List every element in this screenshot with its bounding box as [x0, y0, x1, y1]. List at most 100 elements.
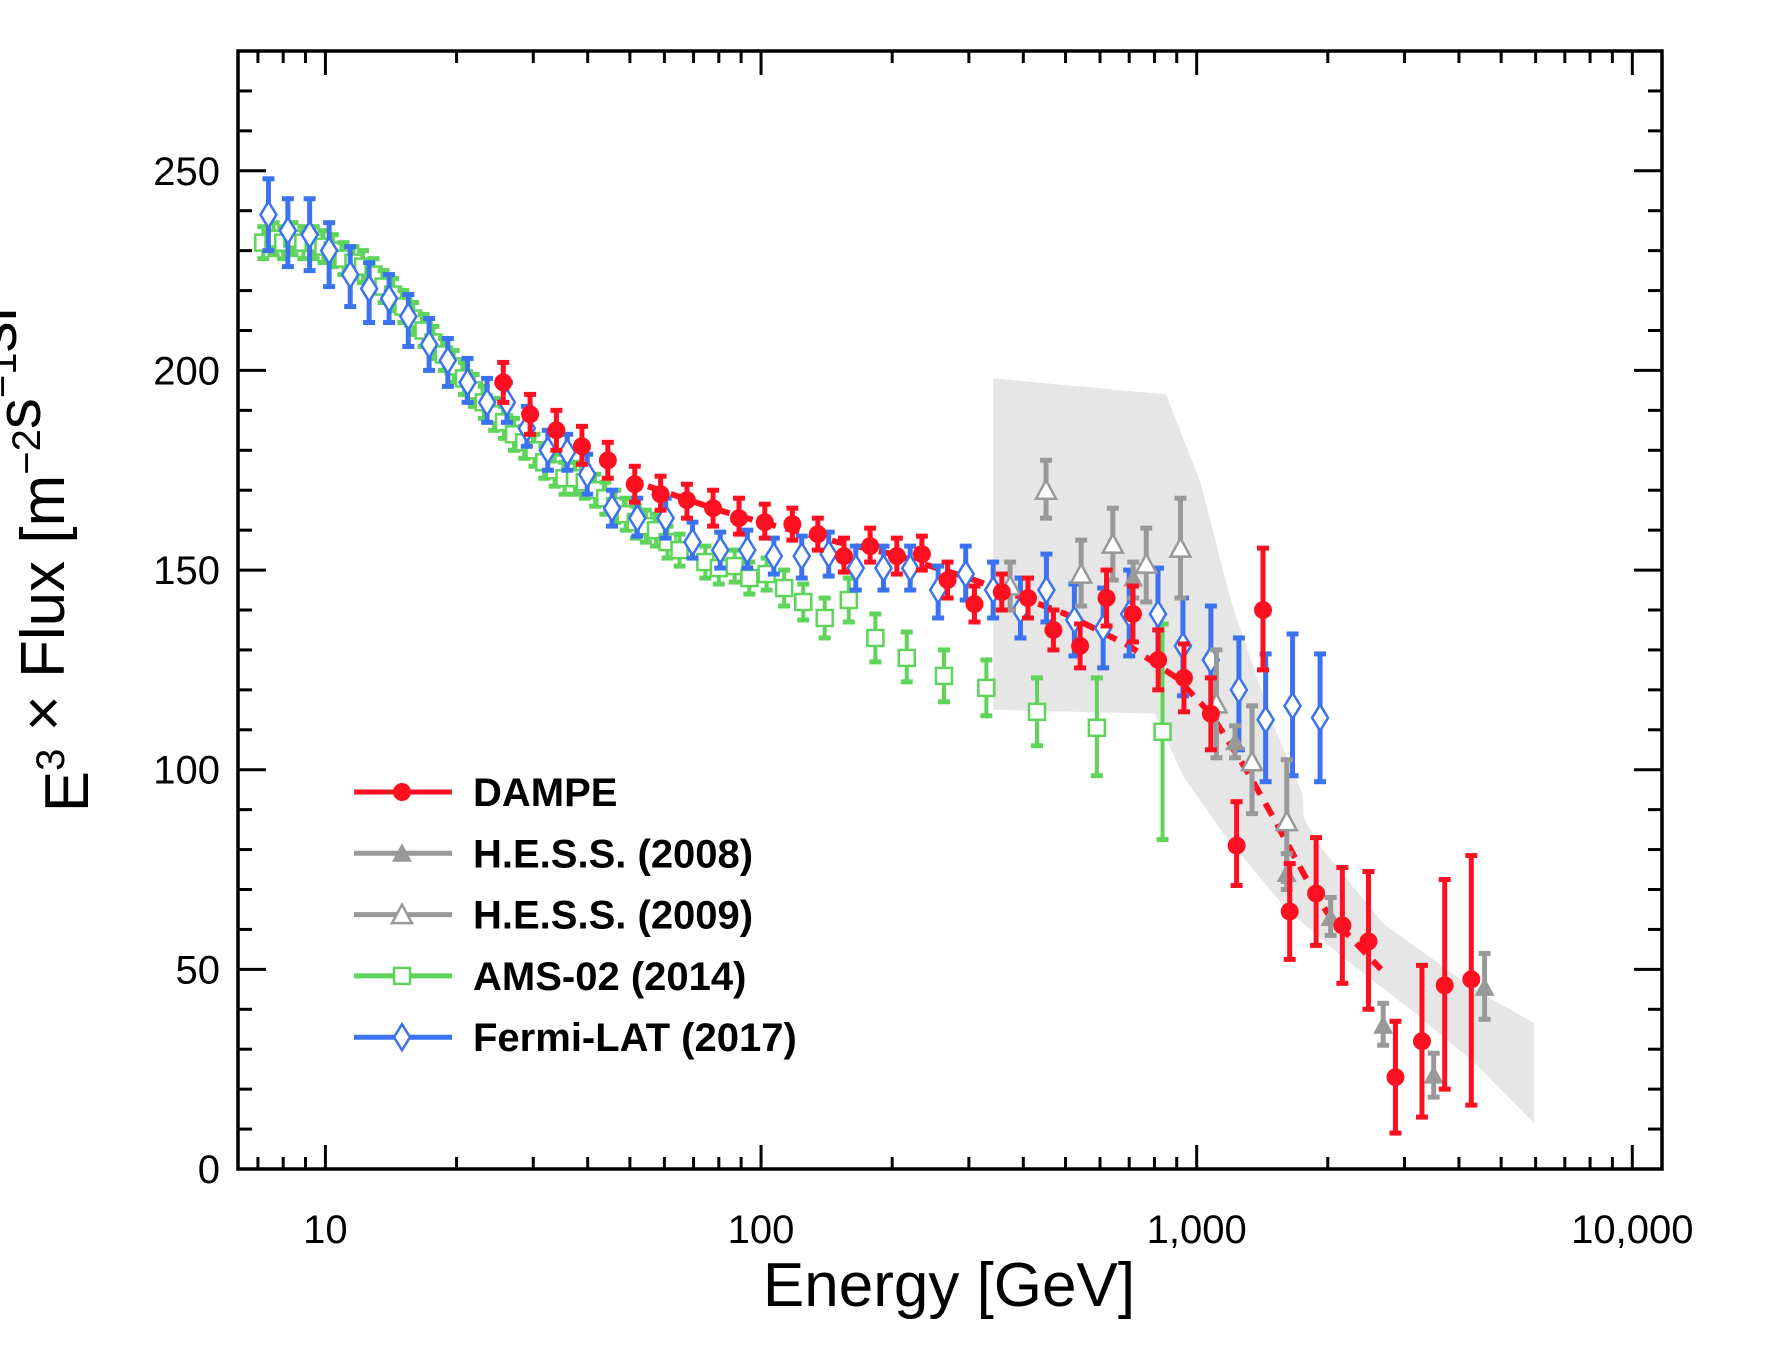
legend-marker: [392, 966, 412, 986]
data-point: [764, 535, 784, 577]
data-point: [477, 375, 497, 425]
marker: [740, 568, 759, 588]
marker: [704, 499, 723, 518]
legend-marker: [393, 783, 411, 801]
data-point: [1307, 835, 1326, 948]
data-point: [1412, 962, 1431, 1120]
marker: [1386, 1068, 1405, 1087]
data-point: [258, 176, 278, 254]
data-point: [1100, 505, 1125, 583]
legend-item: AMS-02 (2014): [354, 955, 746, 999]
data-point: [1097, 567, 1116, 629]
marker: [839, 590, 859, 610]
data-point: [300, 196, 320, 274]
marker: [887, 547, 906, 566]
legend-item: H.E.S.S. (2008): [354, 832, 753, 876]
marker: [1018, 589, 1037, 608]
x-tick-label: 1,000: [1147, 1208, 1247, 1252]
data-point: [683, 519, 702, 561]
data-point: [1254, 545, 1273, 673]
marker: [1229, 674, 1249, 706]
data-point: [1386, 1018, 1405, 1136]
data-point: [398, 292, 418, 349]
data-point: [625, 463, 644, 505]
marker: [1283, 690, 1303, 722]
marker: [1254, 601, 1273, 619]
data-point: [1174, 641, 1193, 715]
marker: [1044, 620, 1063, 639]
data-point: [1256, 651, 1276, 785]
data-point: [794, 581, 813, 623]
data-point: [656, 495, 676, 541]
y-tick-label: 0: [198, 1148, 220, 1192]
data-point: [438, 335, 458, 389]
y-label-superscript: 3: [29, 749, 73, 771]
data-point: [846, 543, 866, 593]
marker: [258, 199, 278, 231]
marker: [398, 301, 418, 332]
data-point: [598, 439, 617, 481]
data-point: [419, 316, 439, 373]
data-point: [1373, 1000, 1394, 1048]
marker: [710, 534, 730, 566]
data-point: [1280, 861, 1299, 962]
y-tick-label: 200: [153, 349, 220, 393]
marker: [656, 502, 676, 534]
data-point: [873, 543, 893, 593]
marker: [912, 545, 931, 564]
marker: [1256, 704, 1276, 736]
marker: [477, 386, 497, 418]
y-label-superscript: −1: [0, 255, 1, 301]
marker: [834, 547, 853, 566]
legend-label: H.E.S.S. (2008): [473, 832, 753, 876]
data-point: [572, 423, 591, 467]
y-label-superscript: −2: [5, 429, 49, 475]
marker: [1239, 749, 1265, 772]
marker: [965, 595, 984, 614]
marker: [1033, 477, 1059, 500]
data-point: [1044, 607, 1063, 653]
marker: [1087, 718, 1107, 738]
marker: [873, 552, 893, 584]
data-point: [900, 543, 920, 593]
data-point: [278, 196, 298, 270]
data-point: [992, 571, 1011, 613]
marker: [938, 571, 957, 590]
marker: [934, 666, 954, 686]
marker: [815, 608, 834, 628]
y-label-text: × Flux [m: [9, 475, 78, 749]
marker: [783, 515, 802, 534]
data-point: [1239, 703, 1265, 817]
marker: [1201, 704, 1220, 723]
series-dampe: [494, 359, 1481, 1136]
legend-label: H.E.S.S. (2009): [473, 894, 753, 938]
marker: [1071, 636, 1090, 655]
marker: [278, 215, 298, 247]
marker: [1148, 598, 1168, 630]
marker: [1474, 977, 1495, 996]
data-point: [319, 220, 339, 290]
marker: [1310, 702, 1330, 734]
x-axis-title: Energy [GeV]: [763, 1251, 1135, 1320]
data-point: [1225, 723, 1246, 761]
data-point: [458, 355, 478, 405]
marker: [438, 345, 458, 376]
marker: [494, 373, 513, 392]
data-point: [912, 533, 931, 573]
marker: [598, 451, 617, 470]
x-tick-label: 100: [728, 1208, 795, 1252]
marker: [866, 628, 885, 648]
data-point: [1071, 621, 1090, 671]
marker: [956, 558, 976, 590]
data-point: [1036, 551, 1056, 625]
data-point: [1333, 865, 1352, 986]
data-point: [359, 260, 379, 326]
data-point: [977, 657, 996, 719]
data-point: [1435, 877, 1454, 1092]
data-point: [1423, 1050, 1444, 1100]
data-point: [1462, 853, 1481, 1108]
marker: [651, 485, 670, 504]
marker: [1069, 561, 1094, 584]
legend-marker: [392, 843, 412, 862]
